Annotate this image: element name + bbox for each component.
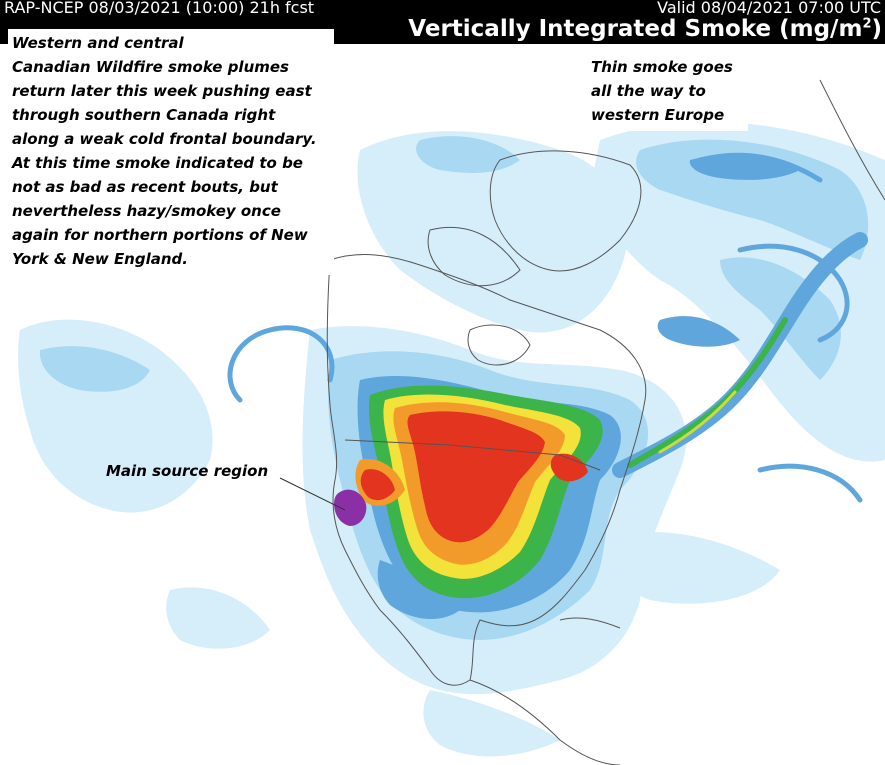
model-run-label: RAP-NCEP 08/03/2021 (10:00) 21h fcst — [4, 0, 315, 17]
cuba-outline — [559, 617, 621, 629]
map-title-superscript: 2 — [862, 16, 872, 32]
main-note-line: Canadian Wildfire smoke plumes — [12, 58, 289, 76]
map-outlines — [326, 79, 885, 765]
main-note-line: nevertheless hazy/smokey once — [12, 202, 281, 220]
europe-note-line: Thin smoke goes — [591, 58, 733, 76]
source-pointer-line — [279, 477, 346, 511]
us-canada-border — [344, 439, 601, 471]
hudson-bay-outline — [467, 324, 531, 366]
main-note-line: return later this week pushing east — [12, 82, 312, 100]
main-note-line: along a weak cold frontal boundary. — [12, 130, 317, 148]
europe-coastline — [819, 79, 885, 201]
main-note-line: through southern Canada right — [12, 106, 276, 124]
smoke-source-region-purple — [334, 489, 367, 526]
europe-annotation-box: Thin smoke goes all the way to western E… — [585, 53, 748, 131]
main-note-line: again for northern portions of New — [12, 226, 308, 244]
smoke-plume-core-yellow — [658, 390, 737, 454]
europe-note-line: western Europe — [591, 106, 725, 124]
smoke-swirls — [227, 152, 863, 503]
europe-note-line: all the way to — [591, 82, 706, 100]
greenland-outline — [489, 150, 642, 272]
main-note-line: York & New England. — [12, 250, 188, 268]
main-note-line: not as bad as recent bouts, but — [12, 178, 278, 196]
valid-time-label: Valid 08/04/2021 07:00 UTC — [657, 0, 881, 17]
main-note-line: At this time smoke indicated to be — [12, 154, 303, 172]
map-title: Vertically Integrated Smoke (mg/m2) — [408, 16, 882, 42]
baffin-island-outline — [427, 226, 521, 287]
main-note-line: Western and central — [12, 34, 184, 52]
central-america-outline — [469, 679, 621, 765]
north-america-coastline — [326, 254, 647, 686]
main-annotation-box: Western and central Canadian Wildfire sm… — [8, 29, 334, 275]
map-title-prefix: Vertically Integrated Smoke (mg/m — [408, 16, 863, 42]
source-region-label: Main source region — [106, 462, 269, 480]
map-title-suffix: ) — [871, 16, 882, 42]
